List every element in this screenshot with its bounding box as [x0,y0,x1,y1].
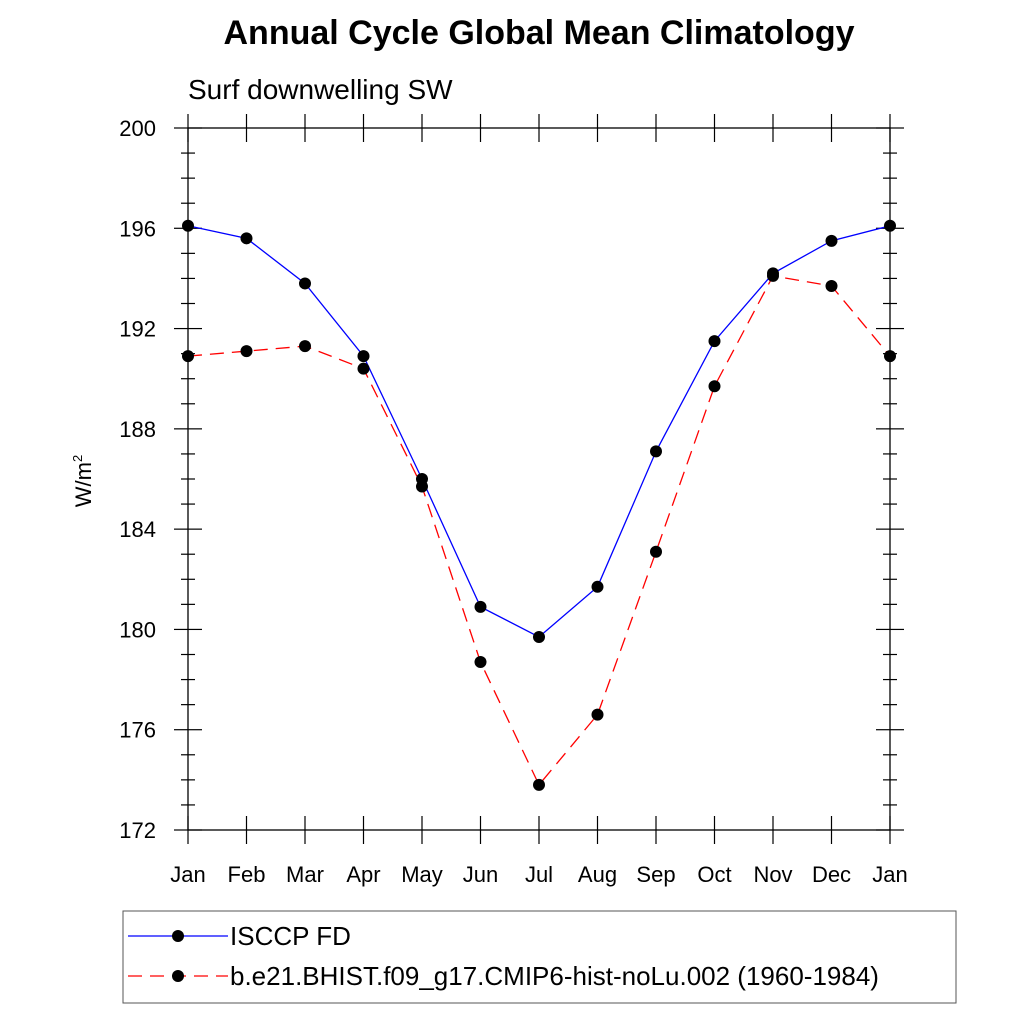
y-tick-label: 180 [119,617,156,642]
data-point [299,277,311,290]
data-point [708,380,721,393]
x-tick-label: Feb [228,862,266,887]
legend: ISCCP FD b.e21.BHIST.f09_g17.CMIP6-hist-n… [128,921,879,991]
y-axis-label-text: W/m2 [70,455,96,507]
data-point [357,350,370,363]
data-point [182,219,194,232]
legend-label: b.e21.BHIST.f09_g17.CMIP6-hist-noLu.002 … [230,961,879,991]
x-tick-label: Dec [812,862,851,887]
y-tick-label: 172 [119,818,156,843]
x-tick-label: Aug [578,862,617,887]
x-tick-label: Jan [170,862,205,887]
series-line [187,275,891,787]
axis-ticks [174,114,904,844]
series-line [187,225,891,638]
y-tick-labels: 172 176 180 184 188 192 196 200 [119,116,156,843]
data-point [299,340,311,353]
x-tick-label: Oct [697,862,731,887]
y-tick-label: 188 [119,417,156,442]
y-tick-label: 176 [119,718,156,743]
data-point [650,445,662,458]
x-tick-label: Jan [872,862,907,887]
data-point [474,656,487,669]
x-tick-label: May [401,862,443,887]
y-tick-label: 196 [119,216,156,241]
x-tick-label: Mar [286,862,324,887]
data-point [591,580,604,593]
data-point [650,545,662,558]
y-axis-label: W/m2 [70,455,96,507]
x-tick-label: Jun [463,862,498,887]
y-tick-label: 200 [119,116,156,141]
data-point [884,350,896,363]
data-point [708,335,721,348]
x-tick-label: Nov [753,862,792,887]
legend-box [122,910,957,1004]
chart-subtitle: Surf downwelling SW [188,74,453,105]
y-tick-label: 184 [119,517,156,542]
data-point [240,232,253,245]
data-point [825,234,838,247]
data-point [416,473,428,485]
series-points [182,219,896,791]
chart-title: Annual Cycle Global Mean Climatology [223,14,855,52]
legend-marker [172,970,184,982]
data-point [533,778,545,791]
plot-frame [187,127,891,831]
series-lines [187,225,891,787]
data-point [884,219,896,232]
data-point [182,350,194,363]
x-tick-label: Apr [346,862,380,887]
data-point [474,600,487,613]
x-tick-label: Jul [525,862,553,887]
data-point [767,267,779,280]
y-tick-label: 192 [119,317,156,342]
data-point [533,630,545,643]
x-tick-labels: Jan Feb Mar Apr May Jun Jul Aug Sep Oct Nov Dec Jan [170,862,907,887]
x-tick-label: Sep [636,862,675,887]
legend-label: ISCCP FD [230,921,351,951]
data-point [357,362,370,375]
data-point [591,708,604,721]
data-point [240,345,253,358]
y-axis-label-unit: W/m [71,462,96,507]
y-axis-label-exponent: 2 [70,455,85,462]
legend-marker [172,930,184,942]
data-point [825,279,838,292]
